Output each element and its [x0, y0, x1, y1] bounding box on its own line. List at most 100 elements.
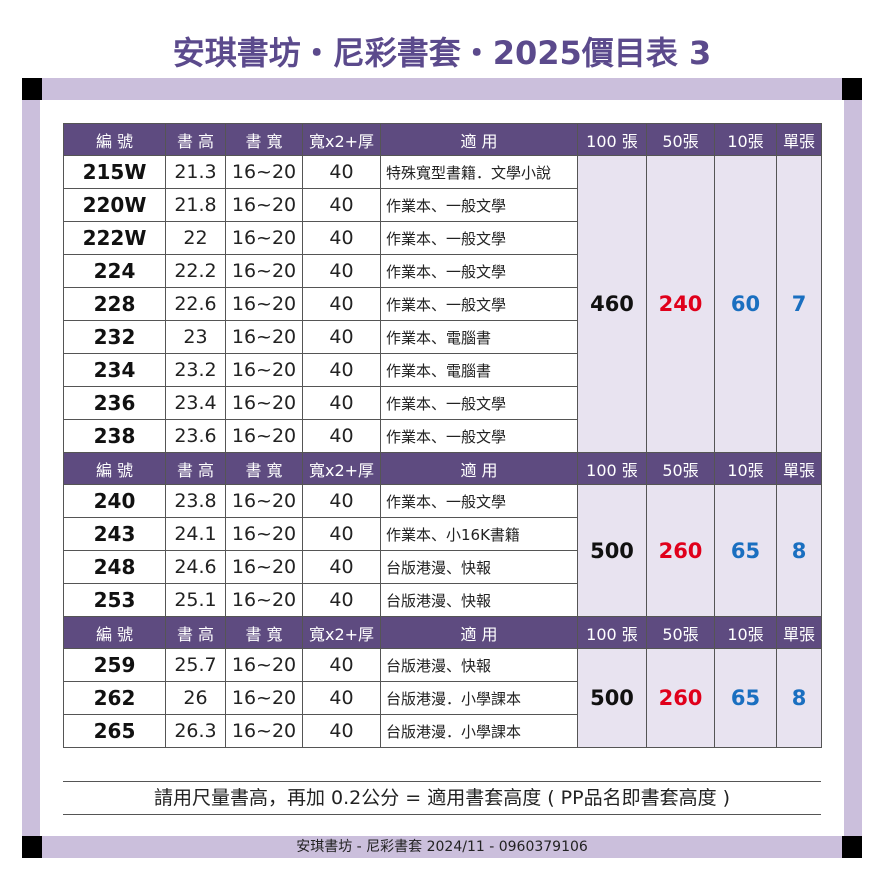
data-cell: 21.8: [165, 188, 226, 222]
data-cell: 22.6: [165, 287, 226, 321]
code-cell: 234: [63, 353, 166, 387]
frame-left: [22, 78, 40, 858]
data-cell: 40: [302, 254, 381, 288]
price-cell: 500: [577, 484, 647, 617]
data-cell: 16~20: [225, 517, 303, 551]
data-cell: 23.6: [165, 419, 226, 453]
data-cell: 21.3: [165, 155, 226, 189]
data-cell: 作業本、一般文學: [380, 484, 578, 518]
data-cell: 40: [302, 386, 381, 420]
header-cell: 書 高: [165, 123, 226, 156]
data-cell: 16~20: [225, 648, 303, 682]
title: 安琪書坊・尼彩書套・2025價目表 3: [172, 34, 712, 72]
code-cell: 243: [63, 517, 166, 551]
data-cell: 台版港漫、快報: [380, 550, 578, 584]
data-cell: 40: [302, 221, 381, 255]
data-cell: 16~20: [225, 386, 303, 420]
code-cell: 240: [63, 484, 166, 518]
frame-right: [844, 78, 862, 858]
code-cell: 224: [63, 254, 166, 288]
data-cell: 26.3: [165, 714, 226, 748]
price-cell: 8: [776, 484, 822, 617]
data-cell: 16~20: [225, 583, 303, 617]
corner: [842, 836, 862, 858]
code-cell: 248: [63, 550, 166, 584]
price-cell: 500: [577, 648, 647, 748]
data-cell: 作業本、一般文學: [380, 188, 578, 222]
header-cell: 50張: [646, 123, 715, 156]
data-cell: 26: [165, 681, 226, 715]
header-cell: 50張: [646, 616, 715, 649]
data-cell: 16~20: [225, 419, 303, 453]
data-cell: 16~20: [225, 484, 303, 518]
data-cell: 16~20: [225, 353, 303, 387]
price-cell: 65: [714, 484, 777, 617]
price-cell: 7: [776, 155, 822, 453]
data-cell: 40: [302, 287, 381, 321]
data-cell: 40: [302, 681, 381, 715]
data-cell: 16~20: [225, 714, 303, 748]
price-cell: 8: [776, 648, 822, 748]
header-cell: 編 號: [63, 452, 166, 485]
data-cell: 台版港漫．小學課本: [380, 681, 578, 715]
data-cell: 40: [302, 320, 381, 354]
price-cell: 240: [646, 155, 715, 453]
note: 請用尺量書高，再加 0.2公分 = 適用書套高度 ( PP品名即書套高度 ): [63, 781, 821, 815]
frame-top: [22, 78, 862, 100]
data-cell: 16~20: [225, 188, 303, 222]
header-cell: 50張: [646, 452, 715, 485]
data-cell: 23: [165, 320, 226, 354]
code-cell: 253: [63, 583, 166, 617]
data-cell: 特殊寬型書籍．文學小說: [380, 155, 578, 189]
code-cell: 238: [63, 419, 166, 453]
data-cell: 16~20: [225, 287, 303, 321]
data-cell: 22: [165, 221, 226, 255]
data-cell: 作業本、一般文學: [380, 386, 578, 420]
price-cell: 65: [714, 648, 777, 748]
header-cell: 單張: [776, 123, 822, 156]
header-cell: 書 寬: [225, 123, 303, 156]
data-cell: 16~20: [225, 550, 303, 584]
data-cell: 40: [302, 517, 381, 551]
data-cell: 40: [302, 353, 381, 387]
header-cell: 書 寬: [225, 616, 303, 649]
data-cell: 40: [302, 714, 381, 748]
price-cell: 260: [646, 648, 715, 748]
data-cell: 40: [302, 188, 381, 222]
header-cell: 10張: [714, 616, 777, 649]
header-cell: 編 號: [63, 616, 166, 649]
data-cell: 40: [302, 155, 381, 189]
code-cell: 220W: [63, 188, 166, 222]
header-cell: 編 號: [63, 123, 166, 156]
data-cell: 24.6: [165, 550, 226, 584]
code-cell: 222W: [63, 221, 166, 255]
data-cell: 作業本、一般文學: [380, 254, 578, 288]
data-cell: 作業本、一般文學: [380, 419, 578, 453]
header-cell: 書 高: [165, 452, 226, 485]
price-cell: 460: [577, 155, 647, 453]
code-cell: 262: [63, 681, 166, 715]
code-cell: 236: [63, 386, 166, 420]
corner: [22, 836, 42, 858]
code-cell: 259: [63, 648, 166, 682]
data-cell: 23.8: [165, 484, 226, 518]
data-cell: 16~20: [225, 221, 303, 255]
header-cell: 單張: [776, 616, 822, 649]
header-cell: 10張: [714, 123, 777, 156]
header-cell: 適 用: [380, 616, 578, 649]
header-cell: 適 用: [380, 123, 578, 156]
data-cell: 16~20: [225, 681, 303, 715]
data-cell: 40: [302, 484, 381, 518]
data-cell: 台版港漫．小學課本: [380, 714, 578, 748]
footer: 安琪書坊 - 尼彩書套 2024/11 - 0960379106: [296, 839, 588, 855]
data-cell: 16~20: [225, 254, 303, 288]
data-cell: 24.1: [165, 517, 226, 551]
corner: [22, 78, 42, 100]
data-cell: 22.2: [165, 254, 226, 288]
code-cell: 265: [63, 714, 166, 748]
data-cell: 16~20: [225, 155, 303, 189]
data-cell: 作業本、一般文學: [380, 287, 578, 321]
data-cell: 23.2: [165, 353, 226, 387]
price-cell: 60: [714, 155, 777, 453]
